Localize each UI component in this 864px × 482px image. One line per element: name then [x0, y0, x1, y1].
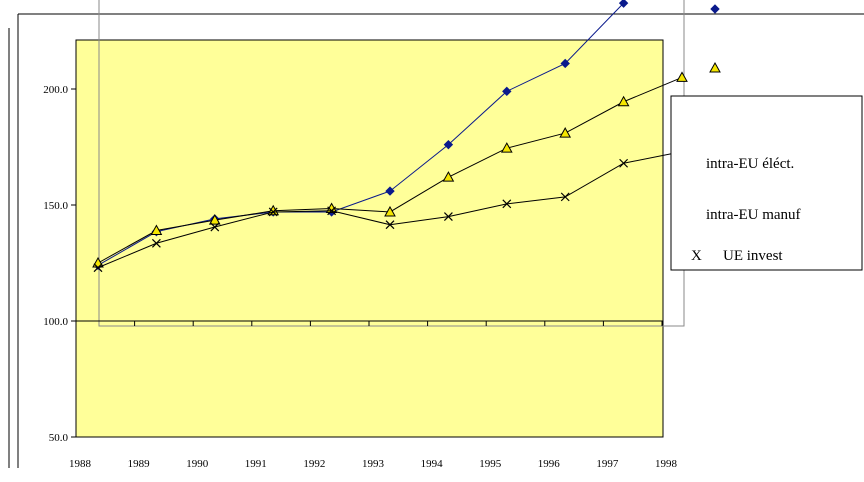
plot-area [75, 39, 664, 438]
legend-marker [709, 61, 721, 73]
y-tick-label: 50.0 [49, 432, 69, 444]
x-tick-label: 1993 [362, 458, 385, 470]
y-tick-label: 100.0 [43, 316, 68, 328]
data-point [502, 86, 512, 97]
x-tick-label: 1997 [596, 458, 619, 470]
x-tick-label: 1989 [128, 458, 151, 470]
y-axis: 50.0 100.0 150.0 200.0 [43, 84, 663, 444]
data-point [559, 127, 572, 138]
x-tick-label: 1998 [655, 458, 678, 470]
data-point [500, 142, 513, 153]
data-point [619, 158, 629, 168]
x-tick-label: 1990 [186, 458, 209, 470]
legend-box [670, 95, 863, 271]
legend-symbol: X [691, 248, 702, 264]
data-point [150, 224, 163, 236]
data-point [560, 58, 570, 69]
data-point [617, 95, 630, 107]
x-tick-label: 1995 [479, 458, 502, 470]
legend-label: intra-EU éléct. [706, 156, 794, 172]
x-axis: 1988 1989 1990 1991 1992 1993 1994 1995 1996 1997… [69, 321, 678, 470]
x-tick-label: 1988 [69, 458, 92, 470]
data-point [385, 186, 395, 196]
data-point [618, 0, 629, 8]
data-point [443, 212, 453, 222]
x-tick-label: 1994 [421, 458, 444, 470]
legend-label: intra-EU manuf [706, 207, 801, 223]
x-tick-label: 1991 [245, 458, 267, 470]
data-point [384, 205, 396, 217]
legend-label: UE invest [723, 248, 783, 264]
data-point [560, 192, 570, 202]
data-point [327, 206, 337, 216]
data-point [151, 238, 161, 248]
data-point [443, 139, 454, 150]
data-point [676, 71, 688, 82]
y-tick-label: 200.0 [43, 84, 68, 96]
data-point [442, 171, 455, 182]
data-point [268, 207, 278, 217]
series-layer [92, 0, 688, 273]
series-cross [93, 151, 683, 273]
legend-marker [710, 4, 720, 14]
data-point [502, 199, 512, 209]
data-point [208, 214, 221, 225]
data-point [385, 220, 395, 230]
series-triangle [92, 71, 688, 268]
legend: intra-EU éléct. intra-EU manuf X UE invest [691, 4, 801, 264]
data-point [93, 263, 103, 273]
data-point [210, 222, 220, 232]
x-tick-label: 1992 [303, 458, 325, 470]
x-tick-label: 1996 [538, 458, 561, 470]
y-tick-label: 150.0 [43, 200, 68, 212]
